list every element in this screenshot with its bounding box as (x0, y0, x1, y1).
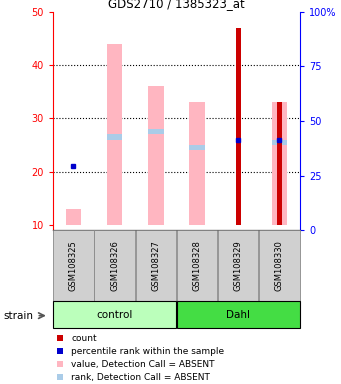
Text: control: control (97, 310, 133, 320)
Bar (65, 209, 81, 225)
Bar (189, 145, 205, 150)
Text: Dahl: Dahl (226, 310, 250, 320)
Bar (236, 28, 241, 225)
Bar (53, 301, 176, 328)
Bar (272, 140, 287, 145)
Bar (107, 43, 122, 225)
Text: rank, Detection Call = ABSENT: rank, Detection Call = ABSENT (71, 373, 210, 382)
Bar (136, 230, 176, 301)
Bar (94, 230, 135, 301)
Text: percentile rank within the sample: percentile rank within the sample (71, 347, 224, 356)
Text: GSM108330: GSM108330 (275, 240, 284, 291)
Bar (277, 102, 282, 225)
Bar (218, 230, 258, 301)
Bar (148, 86, 164, 225)
Bar (259, 230, 300, 301)
Text: count: count (71, 334, 97, 343)
Bar (272, 102, 287, 225)
Text: GSM108327: GSM108327 (151, 240, 160, 291)
Text: value, Detection Call = ABSENT: value, Detection Call = ABSENT (71, 360, 214, 369)
Text: GSM108325: GSM108325 (69, 240, 78, 291)
Bar (189, 102, 205, 225)
Bar (177, 301, 300, 328)
Bar (107, 134, 122, 140)
Bar (148, 129, 164, 134)
Text: strain: strain (3, 311, 33, 321)
Text: GSM108326: GSM108326 (110, 240, 119, 291)
Bar (177, 230, 217, 301)
Text: GSM108329: GSM108329 (234, 240, 243, 291)
Title: GDS2710 / 1385323_at: GDS2710 / 1385323_at (108, 0, 245, 10)
Bar (53, 230, 94, 301)
Text: GSM108328: GSM108328 (193, 240, 202, 291)
